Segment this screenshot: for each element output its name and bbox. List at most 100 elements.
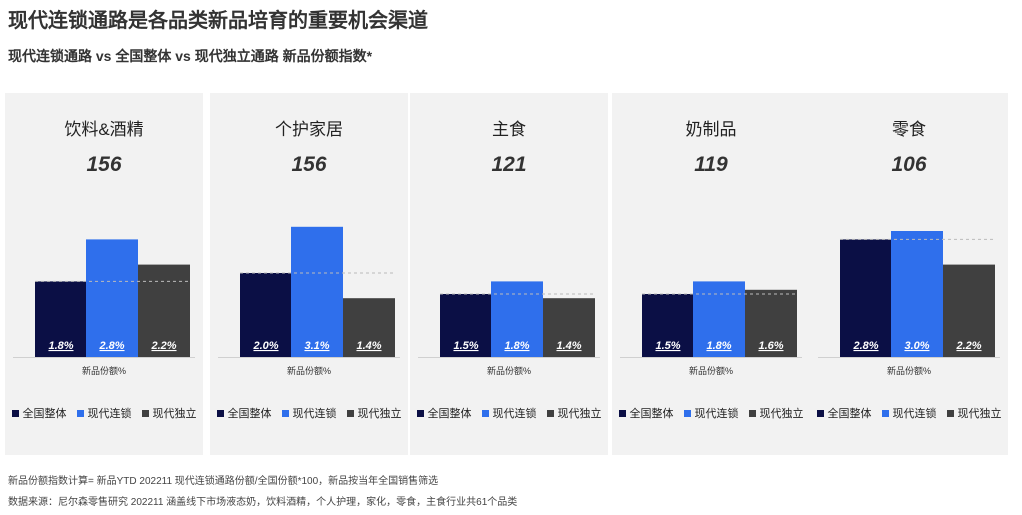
share-index-value: 156: [86, 153, 122, 176]
legend-item: 现代独立: [946, 405, 1002, 421]
legend-swatch: [881, 409, 889, 417]
legend-label: 现代独立: [759, 408, 804, 420]
legend-item: 现代连锁: [481, 405, 537, 421]
legend-label: 现代独立: [957, 408, 1002, 420]
footnote-source: 数据来源：尼尔森零售研究 202211 涵盖线下市场液态奶，饮料酒精，个人护理，…: [8, 497, 518, 508]
bar-value-label: 1.8%: [504, 340, 529, 352]
bar-value-label: 1.8%: [706, 340, 731, 352]
bar-value-label: 3.1%: [304, 340, 329, 352]
share-index-value: 121: [491, 153, 527, 176]
legend-item: 现代连锁: [76, 405, 132, 421]
share-index-value: 156: [291, 153, 327, 176]
chart-panel: 饮料&酒精 156 1.8% 2.8% 2.2% 新品份额% 全国整体 现代连锁 现代独立: [5, 93, 203, 455]
legend-swatch: [346, 409, 354, 417]
legend-swatch: [416, 409, 424, 417]
legend-label: 全国整体: [22, 408, 67, 420]
bar-chart: 1.8% 2.8% 2.2% 新品份额%: [13, 239, 195, 376]
chart-title: 主食: [492, 120, 526, 139]
chart-panel: 奶制品 119 1.5% 1.8% 1.6% 新品份额% 全国整体 现代连锁 现代独立: [612, 93, 810, 455]
bar-national: [642, 294, 694, 357]
chart-title: 奶制品: [685, 120, 737, 139]
legend-label: 现代连锁: [292, 408, 337, 420]
chart-legend: 全国整体 现代连锁 现代独立: [5, 405, 203, 421]
bar-chart: 2.0% 3.1% 1.4% 新品份额%: [218, 226, 400, 376]
bar-value-label: 2.8%: [852, 340, 878, 352]
legend-label: 全国整体: [827, 408, 872, 420]
chart-legend: 全国整体 现代连锁 现代独立: [210, 405, 408, 421]
chart-title: 零食: [892, 120, 926, 139]
bar-modern_chain: [86, 239, 138, 357]
bar-modern_chain: [491, 281, 543, 357]
legend-swatch: [946, 409, 954, 417]
legend-item: 全国整体: [816, 405, 872, 421]
footnote-formula: 新品份额指数计算= 新品YTD 202211 现代连锁通路份额/全国份额*100…: [8, 476, 439, 487]
bar-modern_chain: [891, 231, 943, 357]
page-subtitle: 现代连锁通路 vs 全国整体 vs 现代独立通路 新品份额指数*: [8, 48, 373, 64]
legend-swatch: [816, 409, 824, 417]
bar-value-label: 1.8%: [48, 340, 73, 352]
bar-value-label: 1.4%: [356, 340, 381, 352]
x-axis-label: 新品份额%: [487, 365, 531, 376]
legend-item: 全国整体: [416, 405, 472, 421]
chart-legend: 全国整体 现代连锁 现代独立: [410, 405, 608, 421]
legend-item: 全国整体: [11, 405, 67, 421]
bar-value-label: 2.0%: [252, 340, 278, 352]
share-index-value: 119: [694, 153, 728, 176]
legend-swatch: [748, 409, 756, 417]
legend-swatch: [11, 409, 19, 417]
chart-legend: 全国整体 现代连锁 现代独立: [810, 405, 1008, 421]
chart-panel: 零食 106 2.8% 3.0% 2.2% 新品份额% 全国整体 现代连锁 现代独立: [810, 93, 1008, 455]
x-axis-label: 新品份额%: [887, 365, 931, 376]
legend-label: 全国整体: [427, 408, 472, 420]
legend-item: 现代独立: [546, 405, 602, 421]
legend-item: 全国整体: [618, 405, 674, 421]
bar-value-label: 1.5%: [655, 340, 680, 352]
x-axis-label: 新品份额%: [287, 365, 331, 376]
bar-modern_independent: [543, 298, 595, 357]
bar-modern_independent: [343, 298, 395, 357]
legend-swatch: [618, 409, 626, 417]
bar-modern_independent: [943, 264, 995, 357]
bar-value-label: 2.8%: [98, 340, 124, 352]
bar-modern_chain: [291, 226, 343, 357]
page-title: 现代连锁通路是各品类新品培育的重要机会渠道: [8, 10, 428, 32]
legend-swatch: [141, 409, 149, 417]
legend-label: 现代连锁: [87, 408, 132, 420]
bar-national: [35, 281, 87, 357]
chart-panel: 主食 121 1.5% 1.8% 1.4% 新品份额% 全国整体 现代连锁 现代独立: [410, 93, 608, 455]
bar-value-label: 1.6%: [758, 340, 783, 352]
chart-title: 个护家居: [275, 120, 343, 139]
bar-chart: 1.5% 1.8% 1.6% 新品份额%: [620, 281, 802, 376]
bar-value-label: 3.0%: [904, 340, 929, 352]
chart-legend: 全国整体 现代连锁 现代独立: [612, 405, 810, 421]
legend-label: 现代连锁: [694, 408, 739, 420]
legend-swatch: [683, 409, 691, 417]
legend-label: 现代连锁: [492, 408, 537, 420]
legend-swatch: [546, 409, 554, 417]
bar-national: [840, 239, 892, 357]
bar-modern_independent: [138, 264, 190, 357]
bar-chart: 2.8% 3.0% 2.2% 新品份额%: [818, 231, 1000, 376]
bar-value-label: 1.4%: [556, 340, 581, 352]
x-axis-label: 新品份额%: [82, 365, 126, 376]
legend-swatch: [281, 409, 289, 417]
legend-item: 现代独立: [141, 405, 197, 421]
bar-chart: 1.5% 1.8% 1.4% 新品份额%: [418, 281, 600, 376]
legend-item: 现代连锁: [683, 405, 739, 421]
legend-swatch: [481, 409, 489, 417]
legend-swatch: [216, 409, 224, 417]
x-axis-label: 新品份额%: [689, 365, 733, 376]
bar-value-label: 1.5%: [453, 340, 478, 352]
legend-item: 现代连锁: [881, 405, 937, 421]
legend-label: 现代独立: [357, 408, 402, 420]
legend-label: 全国整体: [227, 408, 272, 420]
legend-label: 全国整体: [629, 408, 674, 420]
legend-swatch: [76, 409, 84, 417]
legend-label: 现代独立: [557, 408, 602, 420]
bar-value-label: 2.2%: [955, 340, 981, 352]
bar-modern_independent: [745, 289, 797, 357]
legend-label: 现代连锁: [892, 408, 937, 420]
legend-label: 现代独立: [152, 408, 197, 420]
bar-national: [240, 273, 292, 357]
chart-title: 饮料&酒精: [64, 120, 144, 139]
